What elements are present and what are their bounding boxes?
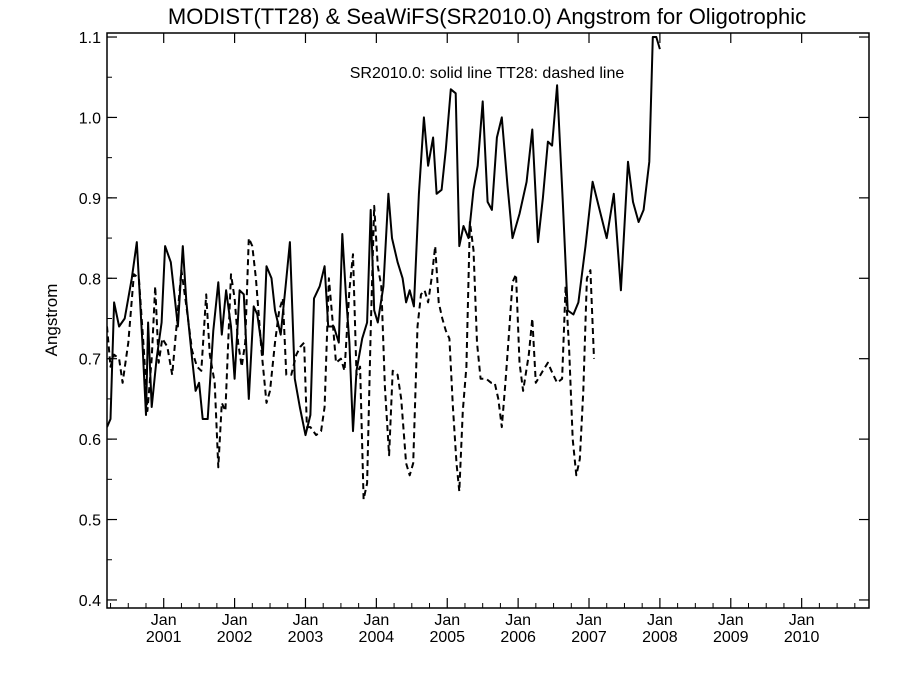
chart-title: MODIST(TT28) & SeaWiFS(SR2010.0) Angstro… bbox=[168, 4, 806, 29]
y-tick-label: 1.0 bbox=[79, 110, 101, 127]
x-tick-month-label: Jan bbox=[222, 612, 248, 629]
y-tick-label: 0.9 bbox=[79, 191, 101, 208]
x-tick-month-label: Jan bbox=[151, 612, 177, 629]
series-line-sr2010-0 bbox=[107, 36, 661, 437]
y-tick-label: 0.5 bbox=[79, 513, 101, 530]
chart-annotation: SR2010.0: solid line TT28: dashed line bbox=[350, 65, 625, 82]
y-tick-label: 0.4 bbox=[79, 593, 101, 610]
series-line-tt28 bbox=[107, 204, 595, 501]
x-tick-year-label: 2007 bbox=[571, 629, 607, 646]
x-tick-month-label: Jan bbox=[434, 612, 460, 629]
x-tick-month-label: Jan bbox=[505, 612, 531, 629]
x-tick-year-label: 2004 bbox=[359, 629, 395, 646]
y-tick-label: 1.1 bbox=[79, 30, 101, 47]
series-group bbox=[107, 36, 661, 501]
x-tick-year-label: 2006 bbox=[500, 629, 536, 646]
x-tick-year-label: 2005 bbox=[429, 629, 465, 646]
x-tick-month-label: Jan bbox=[293, 612, 319, 629]
y-tick-label: 0.8 bbox=[79, 271, 101, 288]
y-tick-label: 0.7 bbox=[79, 352, 101, 369]
x-tick-month-label: Jan bbox=[789, 612, 815, 629]
x-tick-year-label: 2001 bbox=[146, 629, 182, 646]
x-tick-year-label: 2008 bbox=[642, 629, 678, 646]
x-tick-month-label: Jan bbox=[647, 612, 673, 629]
x-tick-year-label: 2009 bbox=[713, 629, 749, 646]
x-axis: Jan2001Jan2002Jan2003Jan2004Jan2005Jan20… bbox=[110, 33, 856, 646]
x-tick-year-label: 2002 bbox=[217, 629, 253, 646]
y-axis-label: Angstrom bbox=[42, 284, 61, 357]
y-axis: 0.4 0.5 0.6 0.7 0.8 0.9 1.0 1.1 bbox=[79, 30, 869, 610]
x-tick-year-label: 2003 bbox=[288, 629, 324, 646]
x-tick-month-label: Jan bbox=[718, 612, 744, 629]
x-tick-month-label: Jan bbox=[576, 612, 602, 629]
y-tick-label: 0.6 bbox=[79, 432, 101, 449]
x-tick-month-label: Jan bbox=[363, 612, 389, 629]
x-tick-year-label: 2010 bbox=[784, 629, 820, 646]
plot-area-frame bbox=[106, 32, 870, 609]
